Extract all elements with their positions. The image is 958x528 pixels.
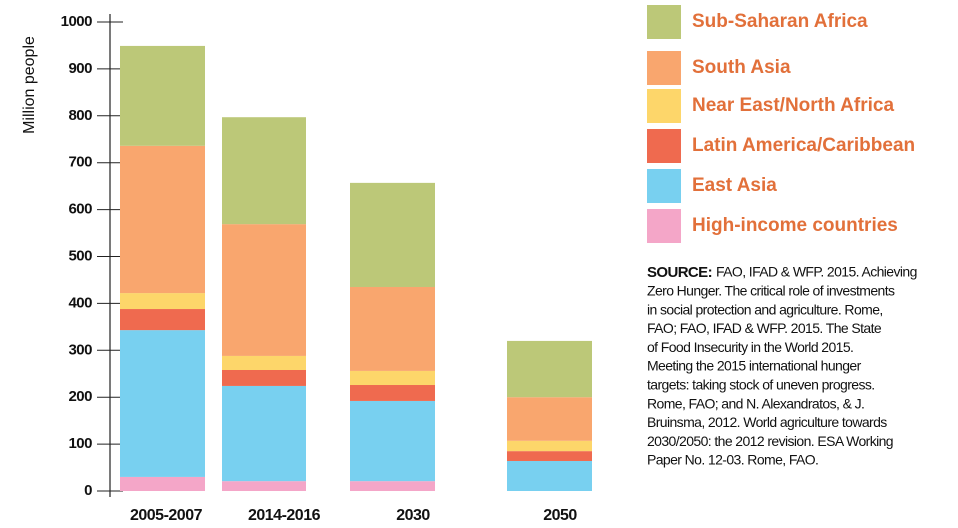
source-line: of Food Insecurity in the World 2015.: [647, 339, 853, 355]
y-tick-label: 400: [68, 294, 92, 311]
bar-segment: [120, 45, 205, 146]
legend-label: Near East/North Africa: [692, 95, 894, 116]
bar-segment: [120, 293, 205, 310]
source-line: Zero Hunger. The critical role of invest…: [647, 283, 895, 299]
bar-segment: [350, 182, 435, 287]
bar-segment: [350, 286, 435, 371]
bar-segment: [507, 440, 592, 452]
bar-segment: [222, 481, 306, 491]
y-tick-label: 300: [68, 341, 92, 358]
legend-label: South Asia: [692, 57, 791, 78]
source-line: 2030/2050: the 2012 revision. ESA Workin…: [647, 433, 893, 449]
x-tick-label: 2030: [396, 507, 430, 524]
bar-segment: [222, 224, 306, 356]
bar-segment: [350, 481, 435, 491]
y-tick-label: 1000: [61, 13, 93, 30]
x-tick-label: 2005-2007: [130, 507, 203, 524]
legend-label: Latin America/Caribbean: [692, 135, 915, 156]
legend-swatch: [647, 51, 681, 85]
legend-label: High-income countries: [692, 215, 898, 236]
x-tick-label: 2014-2016: [248, 507, 321, 524]
source-line: Paper No. 12-03. Rome, FAO.: [647, 452, 818, 468]
source-line: Bruinsma, 2012. World agriculture toward…: [647, 414, 887, 430]
y-tick-label: 500: [68, 247, 92, 264]
bar-segment: [222, 385, 306, 482]
source-line: in social protection and agriculture. Ro…: [647, 301, 883, 317]
legend-swatch: [647, 169, 681, 203]
source-line: FAO; FAO, IFAD & WFP. 2015. The State: [647, 320, 882, 336]
y-tick-label: 700: [68, 154, 92, 171]
bar-segment: [222, 369, 306, 386]
bar-segment: [507, 460, 592, 491]
bar-segment: [120, 330, 205, 477]
legend-label: Sub-Saharan Africa: [692, 11, 868, 32]
legend-label: East Asia: [692, 175, 777, 196]
source-line: targets: taking stock of uneven progress…: [647, 377, 875, 393]
legend-swatch: [647, 209, 681, 243]
bar-segment: [120, 145, 205, 294]
legend-swatch: [647, 129, 681, 163]
y-axis-label: Million people: [21, 36, 38, 134]
source-line: Rome, FAO; and N. Alexandratos, & J.: [647, 395, 864, 411]
bar-segment: [507, 451, 592, 461]
bar-segment: [350, 400, 435, 482]
bar-segment: [222, 117, 306, 225]
x-tick-label: 2050: [543, 507, 577, 524]
bar-segment: [120, 476, 205, 491]
bar-segment: [222, 355, 306, 370]
legend-swatch: [647, 89, 681, 123]
source-line: Meeting the 2015 international hunger: [647, 358, 862, 374]
legend-swatch: [647, 5, 681, 39]
bar-segment: [507, 397, 592, 441]
y-tick-label: 200: [68, 388, 92, 405]
y-tick-label: 0: [84, 482, 92, 499]
source-label: SOURCE:: [647, 264, 712, 281]
bar-segment: [120, 309, 205, 331]
bar-segment: [350, 370, 435, 386]
y-tick-label: 600: [68, 201, 92, 218]
y-tick-label: 100: [68, 435, 92, 452]
bar-segment: [350, 385, 435, 401]
source-line: FAO, IFAD & WFP. 2015. Achieving: [716, 264, 917, 280]
y-tick-label: 800: [68, 107, 92, 124]
bar-segment: [507, 340, 592, 398]
y-tick-label: 900: [68, 60, 92, 77]
